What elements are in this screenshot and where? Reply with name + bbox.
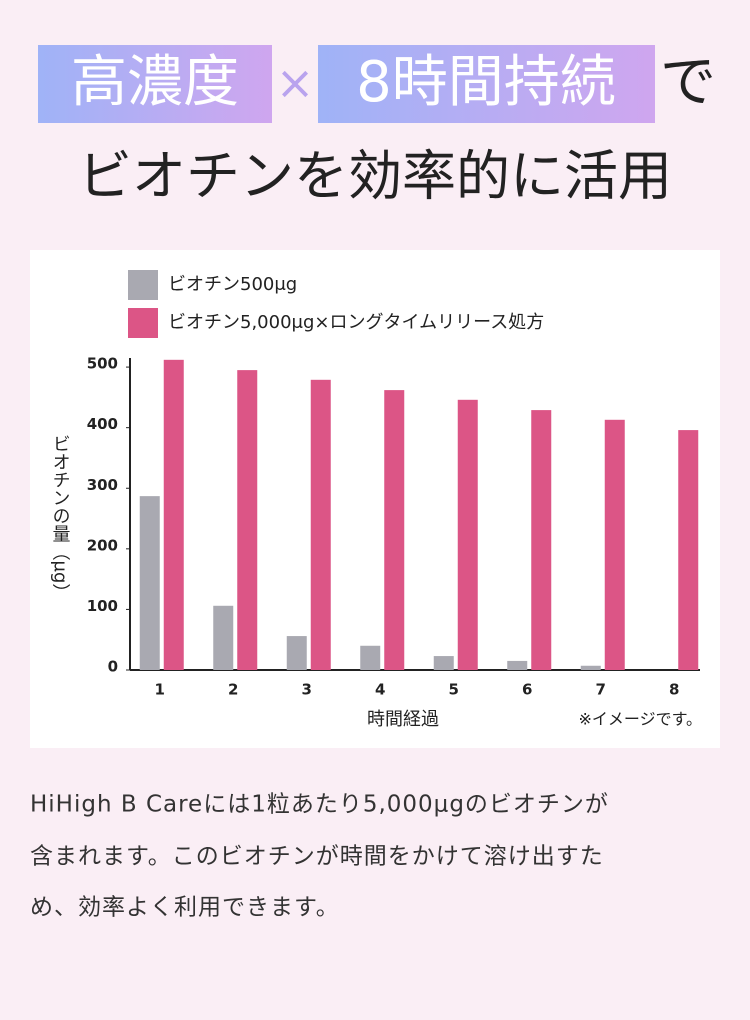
- bar: [580, 665, 601, 670]
- bar: [360, 645, 381, 670]
- title-highlight: [318, 45, 655, 123]
- y-tick-label: 100: [87, 597, 118, 615]
- x-tick-label: 3: [302, 681, 312, 699]
- title-part: 8時間持続: [356, 50, 616, 115]
- bar: [213, 605, 234, 670]
- y-tick-label: 200: [87, 536, 118, 554]
- y-tick-label: 0: [108, 658, 118, 676]
- x-tick-label: 4: [375, 681, 385, 699]
- legend-swatch: [128, 270, 158, 300]
- x-tick-label: 5: [449, 681, 459, 699]
- bar: [163, 359, 184, 670]
- bar: [286, 636, 307, 670]
- bar: [310, 379, 331, 670]
- bar: [384, 390, 405, 670]
- bar: [139, 496, 160, 670]
- body-text: HiHigh B Careには1粒あたり5,000μgのビオチンが: [30, 792, 609, 818]
- subtitle: ビオチンを効率的に活用: [78, 145, 672, 208]
- note: ※イメージです。: [579, 710, 703, 729]
- bar: [237, 370, 258, 670]
- x-tick-label: 6: [522, 681, 532, 699]
- bar: [678, 430, 699, 670]
- title-highlight: [38, 45, 272, 123]
- legend-label: ビオチン500μg: [168, 274, 297, 295]
- title-part: 高濃度: [71, 50, 239, 115]
- x-tick-label: 2: [228, 681, 238, 699]
- x-tick-label: 7: [596, 681, 606, 699]
- title-part: ×: [276, 56, 315, 110]
- y-tick-label: 500: [87, 355, 118, 373]
- y-tick-label: 300: [87, 476, 118, 494]
- bar: [604, 419, 625, 670]
- x-tick-label: 8: [669, 681, 679, 699]
- bar: [433, 656, 454, 670]
- chart: ビオチン500μg ビオチン5,000μg×ロングタイムリリース処方 0 100 200…: [50, 270, 703, 730]
- x-tick-label: 1: [155, 681, 165, 699]
- title-part: で: [660, 50, 716, 115]
- body-text: め、効率よく利用できます。: [30, 895, 340, 921]
- legend-swatch: [128, 308, 158, 338]
- legend-label: ビオチン5,000μg×ロングタイムリリース処方: [168, 312, 544, 333]
- bar: [457, 399, 478, 670]
- bar: [507, 660, 528, 670]
- x-axis-label: 時間経過: [367, 709, 439, 730]
- y-axis-label: ビオチンの量（μg）: [50, 434, 71, 601]
- body-text: 含まれます。このビオチンが時間をかけて溶け出すた: [30, 844, 604, 870]
- bar: [531, 410, 552, 670]
- y-tick-label: 400: [87, 415, 118, 433]
